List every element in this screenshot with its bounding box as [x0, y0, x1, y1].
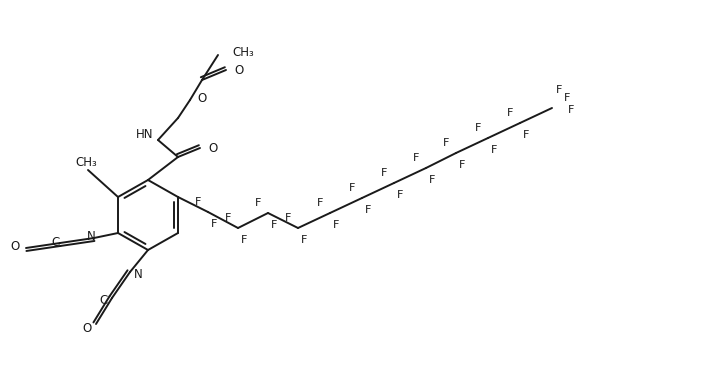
- Text: F: F: [397, 190, 403, 200]
- Text: F: F: [568, 105, 574, 115]
- Text: O: O: [208, 141, 217, 154]
- Text: F: F: [285, 213, 291, 223]
- Text: F: F: [194, 197, 201, 207]
- Text: F: F: [556, 85, 563, 95]
- Text: F: F: [443, 138, 449, 148]
- Text: N: N: [87, 230, 96, 243]
- Text: F: F: [301, 235, 307, 245]
- Text: F: F: [349, 183, 355, 193]
- Text: O: O: [11, 240, 20, 253]
- Text: F: F: [475, 123, 481, 133]
- Text: F: F: [211, 219, 217, 229]
- Text: CH₃: CH₃: [232, 45, 254, 58]
- Text: CH₃: CH₃: [75, 157, 97, 169]
- Text: F: F: [225, 213, 231, 223]
- Text: N: N: [134, 268, 143, 280]
- Text: C: C: [100, 293, 108, 306]
- Text: HN: HN: [136, 127, 153, 141]
- Text: F: F: [365, 205, 371, 215]
- Text: O: O: [234, 63, 243, 76]
- Text: F: F: [317, 198, 323, 208]
- Text: F: F: [241, 235, 247, 245]
- Text: O: O: [197, 93, 206, 106]
- Text: C: C: [51, 235, 60, 248]
- Text: F: F: [332, 220, 339, 230]
- Text: F: F: [429, 175, 435, 185]
- Text: F: F: [255, 198, 261, 208]
- Text: F: F: [564, 93, 571, 103]
- Text: F: F: [413, 153, 419, 163]
- Text: F: F: [523, 130, 529, 140]
- Text: F: F: [271, 220, 277, 230]
- Text: O: O: [83, 321, 92, 334]
- Text: F: F: [490, 145, 497, 155]
- Text: F: F: [459, 160, 465, 170]
- Text: F: F: [507, 108, 513, 118]
- Text: F: F: [381, 168, 388, 178]
